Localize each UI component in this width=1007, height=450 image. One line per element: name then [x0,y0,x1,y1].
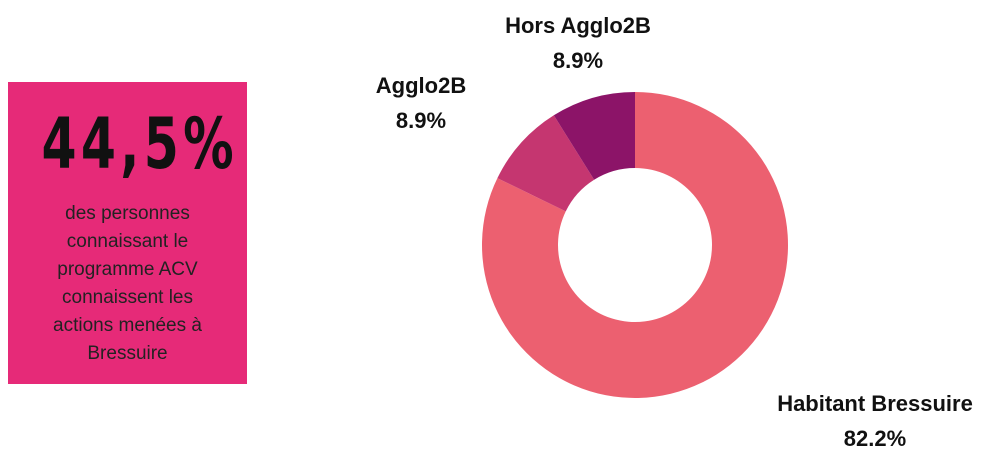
value-label: 82.2% [844,426,906,450]
donut-slice [497,115,595,212]
slice-label: Agglo2B [376,73,466,98]
slice-label: Habitant Bressuire [777,391,973,416]
stat-text: des personnes connaissant le programme A… [53,203,202,364]
donut-slice [553,92,635,180]
value-label: 8.9% [396,108,446,133]
donut-slice [481,92,788,398]
value-label: 8.9% [553,48,603,73]
stat-box: 44,5% des personnes connaissant le progr… [8,82,247,384]
stat-value: 44,5% [41,103,238,185]
slice-label: Hors Agglo2B [505,13,651,38]
